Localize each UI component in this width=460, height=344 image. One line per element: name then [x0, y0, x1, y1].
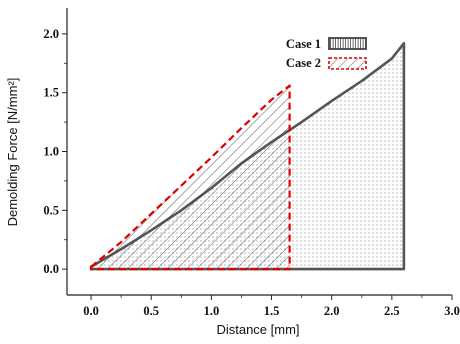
- legend: Case 1 Case 2: [286, 37, 367, 70]
- x-tick-label: 0.0: [83, 304, 99, 318]
- legend-label-case-2: Case 2: [286, 56, 321, 70]
- x-tick-label: 0.5: [143, 304, 159, 318]
- legend-swatch-case-1: [328, 37, 367, 50]
- legend-entry-case-1: Case 1: [286, 37, 367, 51]
- legend-swatch-case-2: [328, 57, 367, 70]
- x-tick-label: 2.0: [324, 304, 340, 318]
- y-tick-label: 1.5: [43, 86, 59, 100]
- y-tick-label: 1.0: [43, 145, 59, 159]
- legend-entry-case-2: Case 2: [286, 56, 367, 70]
- ticks: 0.0 0.5 1.0 1.5 2.0 2.5 3.0 0.0 0.5 1.0 1.5 2.0: [43, 27, 459, 318]
- y-axis-title: Demolding Force [N/mm²]: [5, 78, 20, 227]
- plot-area: [89, 41, 406, 271]
- x-tick-label: 1.0: [204, 304, 220, 318]
- y-tick-label: 2.0: [43, 27, 59, 41]
- outline-case-2: [89, 84, 291, 271]
- y-tick-label: 0.5: [43, 203, 59, 217]
- y-tick-label: 0.0: [43, 262, 59, 276]
- x-tick-label: 3.0: [444, 304, 460, 318]
- legend-label-case-1: Case 1: [286, 37, 321, 51]
- x-tick-label: 1.5: [264, 304, 280, 318]
- x-tick-label: 2.5: [384, 304, 400, 318]
- x-axis-title: Distance [mm]: [216, 322, 299, 337]
- area-case-1: [91, 43, 404, 270]
